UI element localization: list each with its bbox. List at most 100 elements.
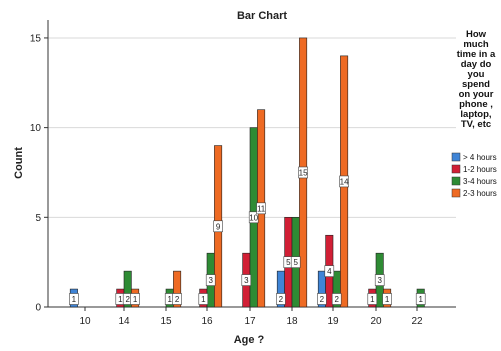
data-label-value: 1 bbox=[385, 295, 390, 304]
data-label: 1 bbox=[69, 293, 79, 305]
legend-label: > 4 hours bbox=[463, 153, 497, 162]
data-label-value: 1 bbox=[370, 295, 375, 304]
data-label-value: 2 bbox=[175, 295, 180, 304]
chart-title: Bar Chart bbox=[237, 10, 287, 22]
data-label-box bbox=[339, 175, 349, 188]
data-label: 10 bbox=[248, 211, 259, 224]
legend-swatch bbox=[451, 176, 461, 186]
data-label: 14 bbox=[339, 175, 349, 188]
data-label-box bbox=[213, 220, 223, 233]
legend-title-line: laptop, bbox=[460, 109, 491, 120]
legend-label: 1-2 hours bbox=[463, 165, 497, 174]
data-label-value: 2 bbox=[334, 295, 339, 304]
x-tick-label: 20 bbox=[370, 316, 382, 327]
bar-2-3-hours-15 bbox=[173, 270, 182, 308]
data-label-box bbox=[69, 293, 79, 305]
legend-title-line: you bbox=[468, 69, 485, 80]
data-label-value: 2 bbox=[125, 295, 130, 304]
data-label-value: 10 bbox=[249, 213, 258, 222]
data-label-value: 1 bbox=[133, 295, 138, 304]
data-label: 2 bbox=[331, 293, 342, 305]
data-label-value: 5 bbox=[293, 258, 298, 267]
legend-title-line: spend bbox=[462, 79, 490, 90]
data-label: 2 bbox=[317, 293, 327, 305]
legend-label: 3-4 hours bbox=[463, 177, 497, 186]
data-label-value: 11 bbox=[257, 204, 266, 213]
y-ticks: 0 5 10 15 bbox=[30, 33, 48, 314]
data-label-box bbox=[331, 293, 342, 305]
data-label-value: 9 bbox=[216, 222, 221, 231]
data-label: 1 bbox=[415, 293, 426, 305]
data-label: 5 bbox=[290, 256, 301, 268]
data-label-box bbox=[130, 293, 140, 305]
data-label: 3 bbox=[205, 274, 216, 286]
x-axis-label: Age ? bbox=[234, 334, 265, 346]
data-label: 1 bbox=[367, 293, 378, 305]
data-label: 15 bbox=[298, 166, 308, 179]
data-label: 1 bbox=[382, 293, 392, 305]
data-label: 2 bbox=[276, 293, 286, 305]
bars bbox=[69, 37, 425, 308]
data-label-box bbox=[382, 293, 392, 305]
legend-title-line: time in a bbox=[457, 49, 496, 60]
data-label-value: 1 bbox=[72, 295, 77, 304]
data-label-value: 3 bbox=[244, 276, 249, 285]
data-label-value: 5 bbox=[286, 258, 291, 267]
data-label-box bbox=[256, 202, 266, 215]
data-label-box bbox=[172, 293, 182, 305]
data-label-value: 3 bbox=[208, 276, 213, 285]
data-label-box bbox=[374, 274, 385, 286]
legend-swatch bbox=[451, 164, 461, 174]
data-label-value: 2 bbox=[320, 295, 325, 304]
x-tick-label: 17 bbox=[244, 316, 256, 327]
legend-swatch bbox=[451, 188, 461, 198]
x-tick-label: 14 bbox=[118, 316, 130, 327]
data-label: 9 bbox=[213, 220, 223, 233]
data-label-box bbox=[198, 293, 209, 305]
data-label-value: 4 bbox=[327, 267, 332, 276]
data-label: 1 bbox=[198, 293, 209, 305]
data-label-box bbox=[324, 265, 335, 277]
data-label-box bbox=[248, 211, 259, 224]
data-label-box bbox=[317, 293, 327, 305]
data-label-box bbox=[298, 166, 308, 179]
y-tick-label: 5 bbox=[35, 213, 41, 224]
y-axis-label: Count bbox=[13, 147, 25, 179]
data-label-box bbox=[415, 293, 426, 305]
data-label-box bbox=[367, 293, 378, 305]
data-label-box bbox=[241, 274, 252, 286]
data-label: 2 bbox=[172, 293, 182, 305]
y-tick-label: 0 bbox=[35, 303, 41, 314]
data-label-value: 1 bbox=[418, 295, 423, 304]
legend-label: 2-3 hours bbox=[463, 189, 497, 198]
data-label-value: 1 bbox=[201, 295, 206, 304]
legend-title-line: phone , bbox=[459, 99, 493, 110]
data-label-value: 1 bbox=[167, 295, 172, 304]
data-label-value: 3 bbox=[377, 276, 382, 285]
x-tick-label: 19 bbox=[327, 316, 339, 327]
data-label-value: 2 bbox=[279, 295, 284, 304]
legend-title-line: much bbox=[463, 39, 489, 50]
data-label-box bbox=[290, 256, 301, 268]
y-tick-label: 10 bbox=[30, 123, 42, 134]
data-label-box bbox=[205, 274, 216, 286]
legend-title-line: day do bbox=[461, 59, 492, 70]
legend-title-line: How bbox=[466, 29, 487, 40]
x-tick-label: 10 bbox=[79, 316, 91, 327]
x-tick-label: 18 bbox=[286, 316, 298, 327]
data-label-value: 14 bbox=[340, 177, 349, 186]
data-label-box bbox=[276, 293, 286, 305]
data-label: 11 bbox=[256, 202, 266, 215]
legend-title-line: on your bbox=[459, 89, 494, 100]
data-label-value: 1 bbox=[118, 295, 123, 304]
data-label: 3 bbox=[374, 274, 385, 286]
legend-title-line: TV, etc bbox=[461, 119, 491, 130]
data-label: 1 bbox=[130, 293, 140, 305]
x-tick-label: 22 bbox=[411, 316, 423, 327]
x-ticks: 10 14 15 16 17 18 19 20 22 bbox=[79, 307, 423, 327]
legend-swatch bbox=[451, 152, 461, 162]
x-tick-label: 16 bbox=[201, 316, 213, 327]
